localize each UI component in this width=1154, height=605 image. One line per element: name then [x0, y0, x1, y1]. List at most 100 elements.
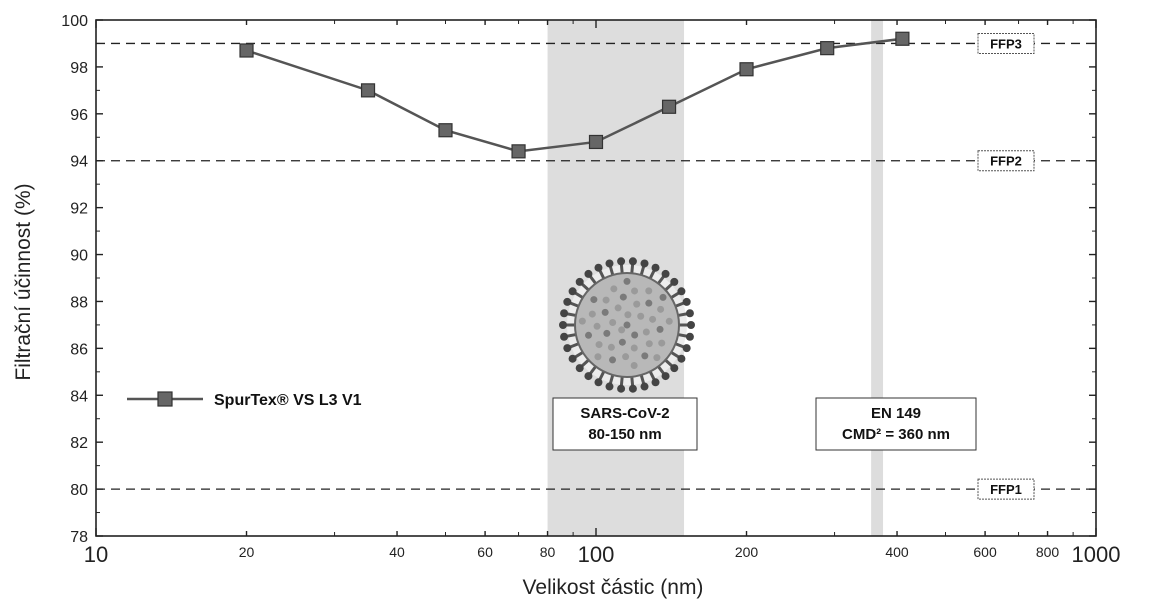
virus-texture [588, 310, 596, 318]
y-tick-label: 88 [70, 294, 88, 311]
x-tick-label: 10 [84, 542, 108, 567]
y-axis-label: Filtrační účinnost (%) [12, 183, 35, 380]
data-point [360, 83, 376, 98]
virus-texture [590, 296, 598, 304]
coronavirus-icon [559, 257, 695, 393]
virus-texture [618, 326, 626, 334]
virus-spike-head [605, 259, 614, 268]
data-point [511, 144, 526, 159]
data-point [661, 99, 677, 114]
data-point [820, 41, 835, 56]
virus-spike-head [628, 257, 637, 266]
region-annotations: SARS-CoV-2 80-150 nm EN 149 CMD² = 360 nm [552, 397, 977, 451]
reference-label-box-ffp2 [977, 150, 1035, 172]
virus-spike-head [670, 364, 679, 373]
virus-texture [622, 353, 630, 361]
virus-texture [631, 287, 639, 295]
virus-spike-head [685, 309, 694, 318]
virus-spike-head [651, 378, 660, 387]
virus-texture [637, 312, 645, 320]
virus-texture [645, 287, 653, 295]
virus-texture [656, 325, 664, 333]
reference-lines: FFP3 FFP2 FFP1 [96, 32, 1096, 500]
virus-texture [645, 340, 653, 348]
virus-spike-head [575, 364, 584, 373]
region-annotation-text-2-1: EN 149 [871, 405, 921, 422]
shaded-region-2 [871, 20, 884, 536]
virus-spike-head [563, 344, 572, 353]
virus-texture [610, 285, 618, 293]
virus-texture [645, 299, 653, 307]
virus-spike-head [661, 372, 670, 381]
axes: 78 80 82 84 86 88 90 92 94 96 98 100 10 20 40 60 80 100 20… [61, 13, 1120, 567]
reference-label-box-ffp3 [977, 32, 1035, 54]
virus-texture [641, 352, 649, 360]
virus-texture [607, 343, 615, 351]
virus-spike-head [617, 257, 626, 266]
virus-spike-head [568, 354, 577, 363]
virus-spike-head [687, 321, 695, 329]
virus-texture [649, 315, 657, 323]
virus-texture [609, 318, 617, 326]
virus-spike-head [568, 287, 577, 296]
x-tick-label: 1000 [1072, 542, 1121, 567]
virus-spike-head [670, 277, 679, 286]
virus-texture [630, 344, 638, 352]
virus-spike-head [640, 382, 649, 391]
virus-spike-head [682, 344, 691, 353]
data-point [895, 31, 910, 46]
virus-texture [618, 338, 626, 346]
virus-texture [601, 308, 609, 316]
y-tick-label: 94 [70, 154, 88, 171]
reference-label-box-ffp1 [977, 478, 1035, 500]
reference-label-ffp1: FFP1 [990, 482, 1022, 497]
virus-spike-head [560, 332, 569, 341]
data-point [588, 134, 604, 150]
virus-texture [602, 296, 610, 304]
x-tick-label: 800 [1036, 544, 1060, 560]
y-tick-label: 90 [70, 248, 88, 265]
virus-texture [603, 329, 611, 337]
x-tick-label: 60 [477, 544, 493, 560]
virus-texture [631, 331, 639, 339]
y-tick-label: 80 [70, 482, 88, 499]
y-tick-label: 98 [70, 60, 88, 77]
x-axis-label: Velikost částic (nm) [523, 576, 704, 599]
virus-texture [642, 328, 650, 336]
y-tick-label: 92 [70, 201, 88, 218]
virus-spike-head [628, 384, 637, 393]
region-annotation-text-1-1: SARS-CoV-2 [580, 405, 669, 422]
region-annotation-box-2 [815, 397, 977, 451]
virus-texture [614, 304, 622, 312]
y-tick-label: 86 [70, 341, 88, 358]
virus-spike-head [575, 277, 584, 286]
virus-texture [657, 305, 665, 313]
virus-spike-head [682, 297, 691, 306]
region-annotation-box-1 [552, 397, 698, 451]
virus-texture [595, 341, 603, 349]
reference-label-ffp3: FFP3 [990, 36, 1022, 51]
virus-spike-head [594, 378, 603, 387]
legend-label: SpurTex® VS L3 V1 [214, 392, 362, 409]
virus-texture [630, 362, 638, 370]
virus-spike-head [677, 287, 686, 296]
x-tick-label: 600 [973, 544, 997, 560]
y-tick-label: 100 [61, 13, 88, 30]
virus-spike-head [605, 382, 614, 391]
y-tick-label: 78 [70, 529, 88, 546]
virus-texture [594, 353, 602, 361]
data-point [438, 123, 453, 138]
virus-texture [609, 356, 617, 364]
x-tick-label: 40 [389, 544, 405, 560]
x-tick-label: 20 [239, 544, 255, 560]
virus-spike-head [617, 384, 626, 393]
reference-label-ffp2: FFP2 [990, 154, 1022, 169]
virus-texture [653, 354, 661, 362]
virus-texture [665, 317, 673, 325]
y-tick-label: 82 [70, 435, 88, 452]
legend-marker [157, 391, 173, 407]
virus-spike-head [584, 269, 593, 278]
virus-texture [624, 311, 632, 319]
virus-texture [623, 277, 631, 285]
